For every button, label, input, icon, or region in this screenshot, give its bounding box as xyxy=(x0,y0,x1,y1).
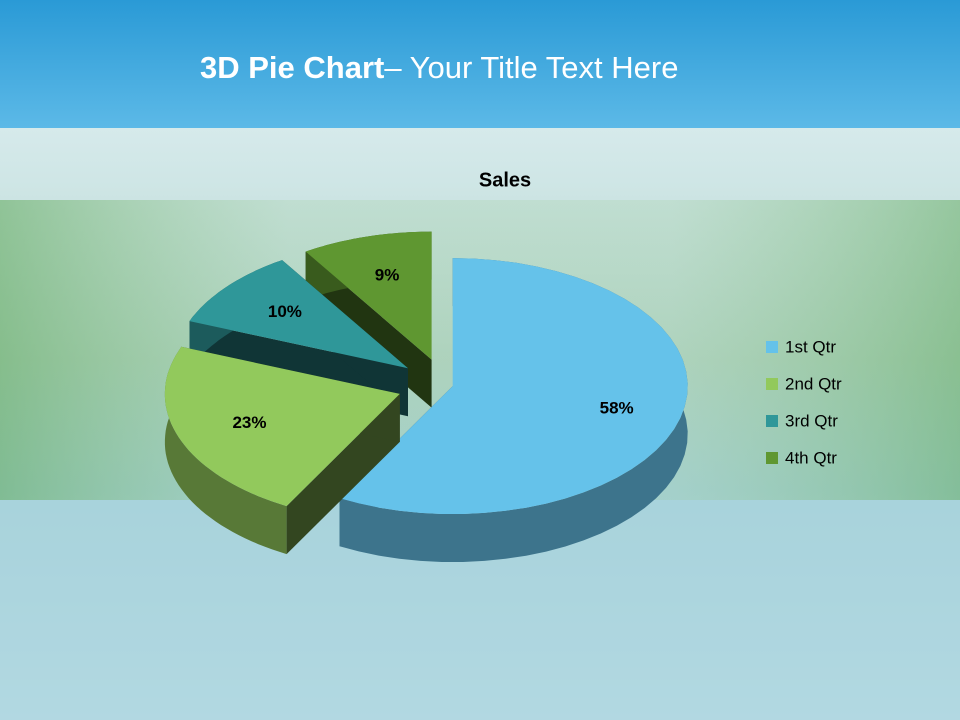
legend-label: 4th Qtr xyxy=(785,448,837,467)
pie-slice xyxy=(339,258,688,562)
chart-title: Sales xyxy=(479,169,531,191)
pie: 58% 23% 10% 9% xyxy=(164,231,688,562)
slice-top xyxy=(189,260,408,369)
slice-top xyxy=(164,346,400,507)
title-band xyxy=(0,0,960,128)
slide-title-rest: – Your Title Text Here xyxy=(384,50,678,85)
legend-swatch xyxy=(766,341,778,353)
slide-title: 3D Pie Chart– Your Title Text Here xyxy=(200,50,678,85)
slice-top xyxy=(305,231,432,360)
legend-swatch xyxy=(766,415,778,427)
legend-label: 2nd Qtr xyxy=(785,374,842,393)
legend-swatch xyxy=(766,378,778,390)
legend: 1st Qtr 2nd Qtr 3rd Qtr 4th Qtr xyxy=(766,337,842,467)
pie-slice xyxy=(164,346,400,555)
slide-title-bold: 3D Pie Chart xyxy=(200,50,384,85)
data-label: 23% xyxy=(232,413,266,432)
legend-swatch xyxy=(766,452,778,464)
data-label: 9% xyxy=(375,266,400,285)
legend-label: 1st Qtr xyxy=(785,337,836,356)
slice-side xyxy=(164,346,287,555)
data-label: 58% xyxy=(600,398,634,417)
data-label: 10% xyxy=(268,302,302,321)
slice-top xyxy=(339,258,688,514)
legend-label: 3rd Qtr xyxy=(785,411,838,430)
